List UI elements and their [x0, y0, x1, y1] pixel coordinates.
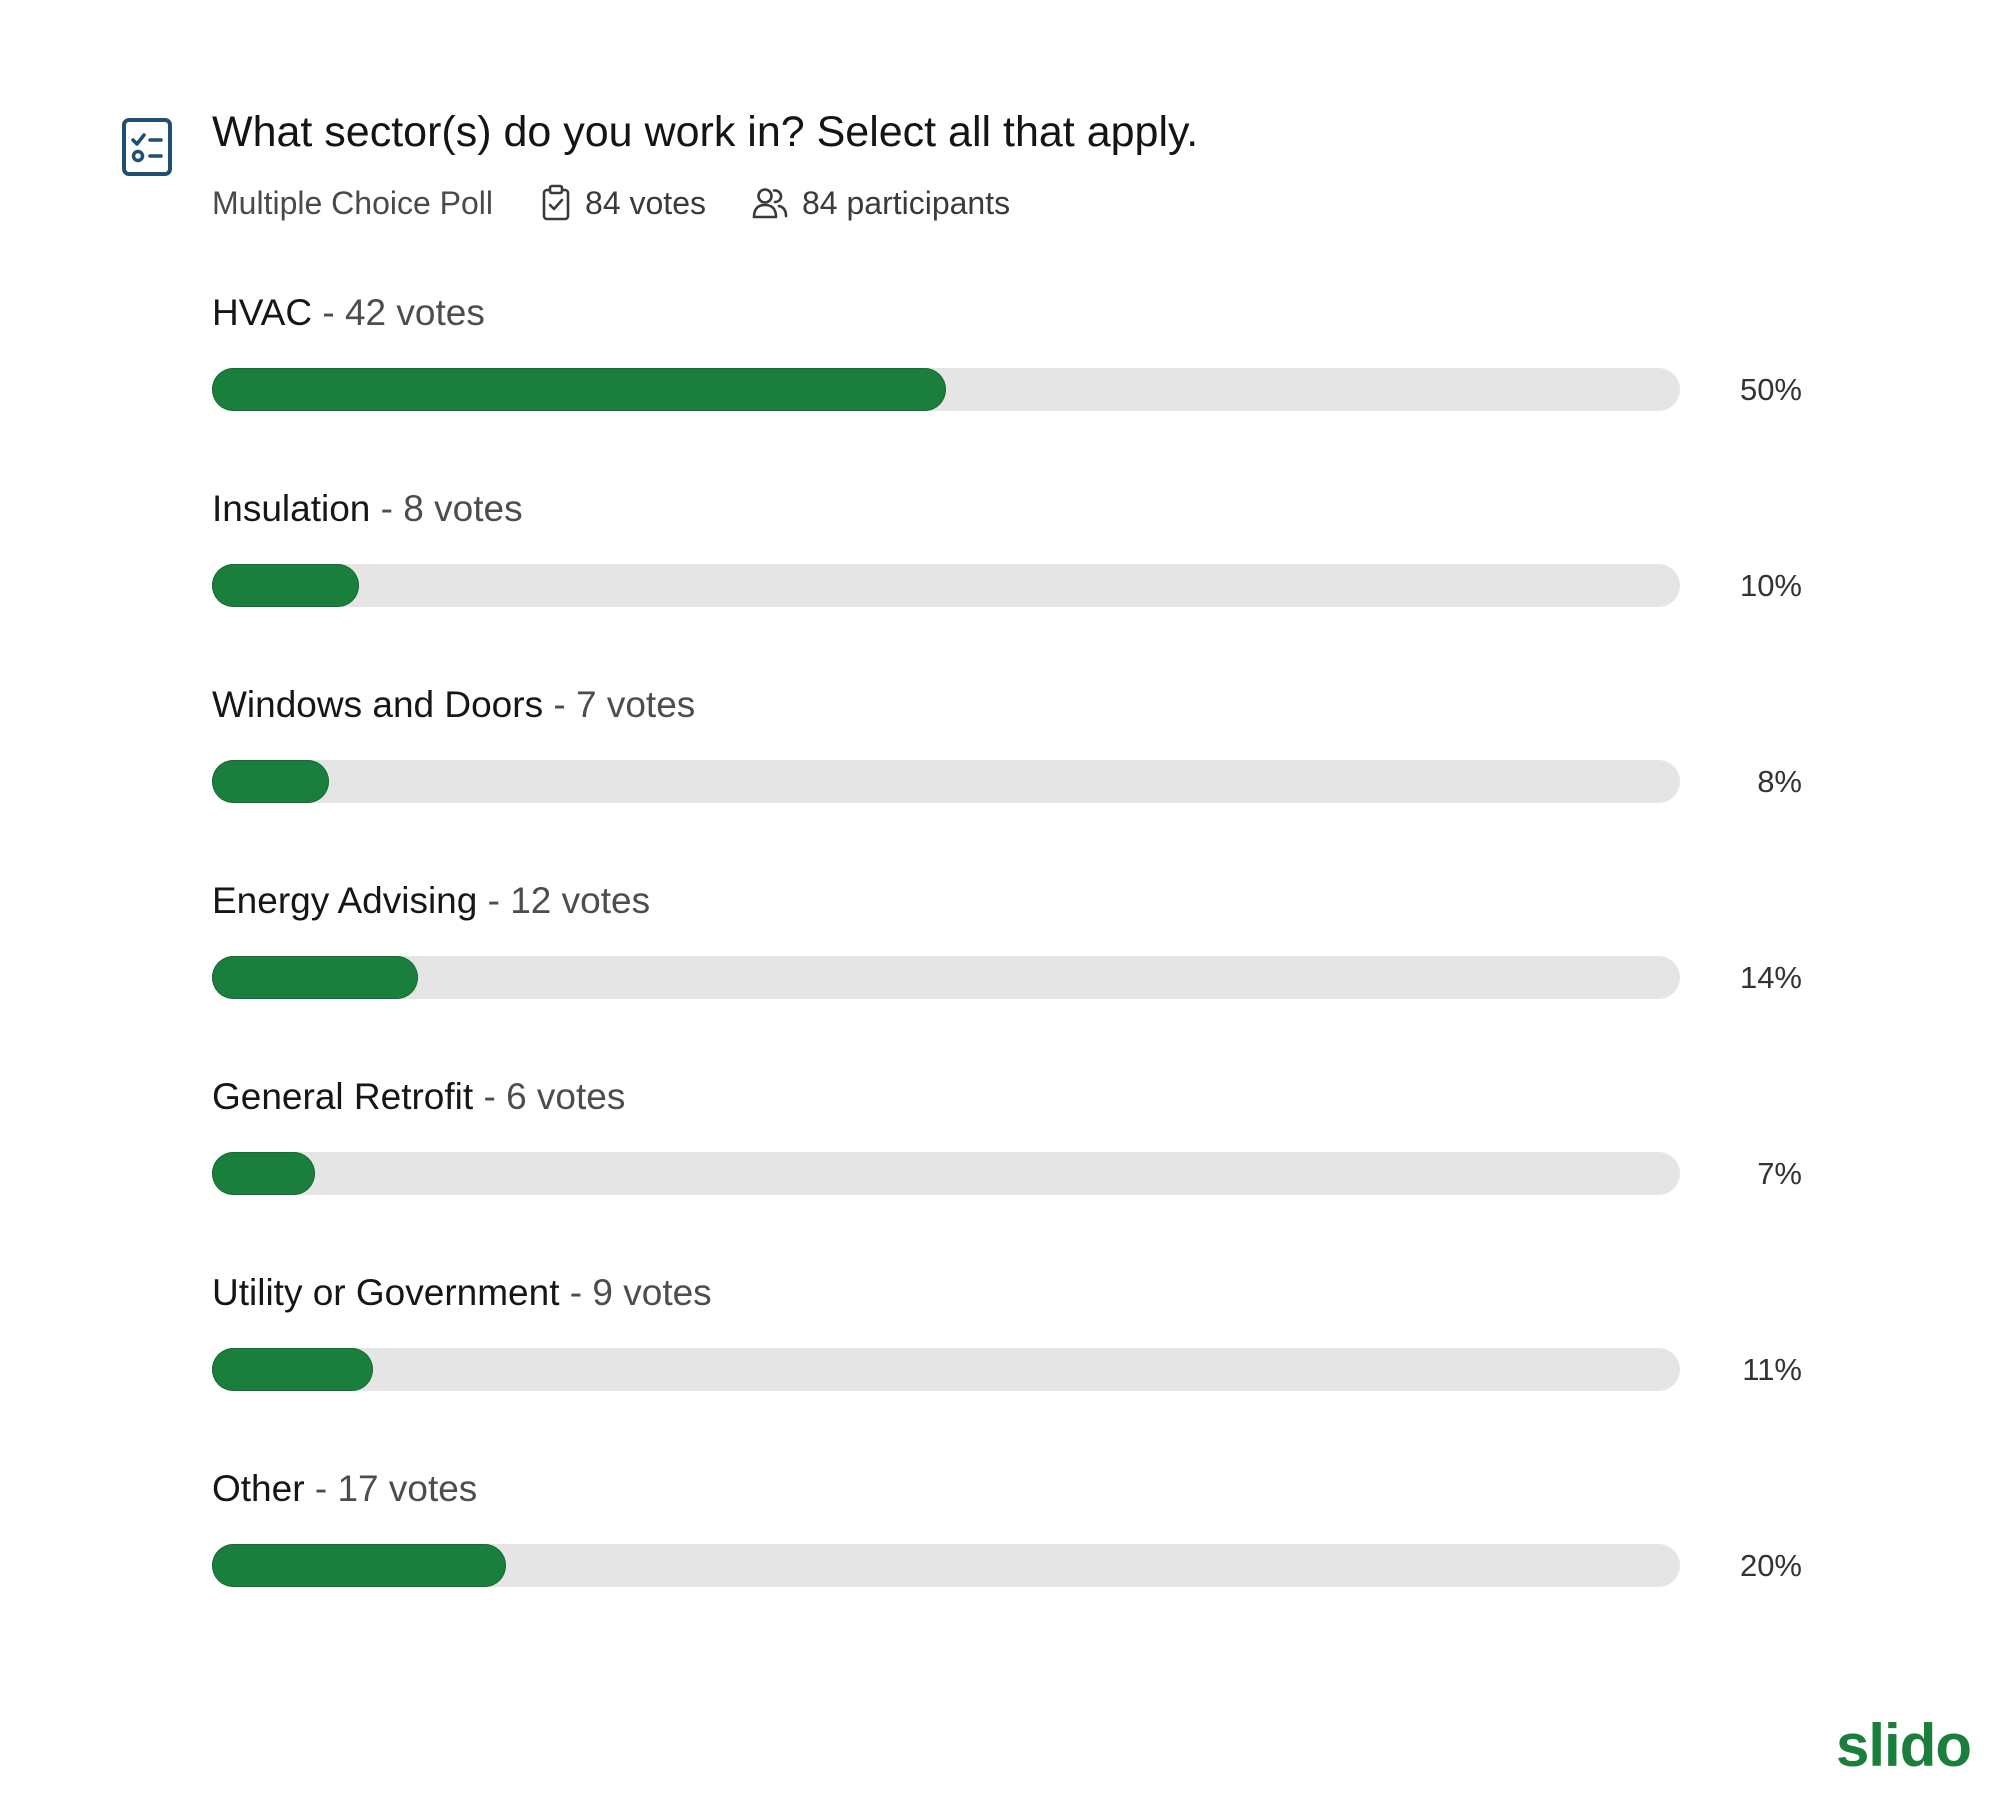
result-bar-track: [212, 1152, 1680, 1195]
result-bar-fill: [212, 1152, 315, 1195]
result-bar-fill: [212, 1544, 506, 1587]
option-name: Other: [212, 1468, 305, 1509]
option-name: Utility or Government: [212, 1272, 560, 1313]
votes-count-label: 84 votes: [585, 184, 706, 221]
result-bar-track: [212, 1348, 1680, 1391]
poll-option: Windows and Doors - 7 votes 8%: [212, 677, 1812, 873]
result-bar-fill: [212, 368, 946, 411]
option-label: Energy Advising - 12 votes: [212, 880, 651, 921]
option-label: Insulation - 8 votes: [212, 488, 523, 529]
option-name: Insulation: [212, 488, 371, 529]
poll-option: Other - 17 votes 20%: [212, 1461, 1812, 1657]
option-percent: 8%: [1757, 764, 1802, 799]
option-percent: 50%: [1739, 372, 1802, 407]
poll-option: HVAC - 42 votes 50%: [212, 285, 1812, 481]
poll-option: Insulation - 8 votes 10%: [212, 481, 1812, 677]
checklist-icon: [122, 118, 172, 176]
option-name: General Retrofit: [212, 1076, 474, 1117]
option-name: HVAC: [212, 292, 313, 333]
slido-logo: slido: [1836, 1712, 1972, 1779]
result-bar-track: [212, 564, 1680, 607]
option-votes: 7 votes: [575, 684, 696, 725]
result-bar-fill: [212, 564, 359, 607]
result-bar-track: [212, 760, 1680, 803]
votes-count: 84 votes: [541, 184, 706, 222]
result-bar-fill: [212, 760, 330, 803]
option-label: Other - 17 votes: [212, 1468, 478, 1509]
option-votes: 17 votes: [337, 1468, 478, 1509]
option-votes: 8 votes: [403, 488, 523, 529]
poll-option: Utility or Government - 9 votes 11%: [212, 1265, 1812, 1461]
poll-option: Energy Advising - 12 votes 14%: [212, 873, 1812, 1069]
users-icon: [752, 188, 788, 219]
result-bar-fill: [212, 1348, 374, 1391]
option-percent: 14%: [1739, 960, 1802, 995]
poll-type-label: Multiple Choice Poll: [212, 184, 494, 221]
option-votes: 9 votes: [592, 1272, 712, 1313]
option-name: Windows and Doors: [212, 684, 544, 725]
participants-count: 84 participants: [752, 185, 1010, 222]
option-percent: 20%: [1739, 1548, 1802, 1583]
option-percent: 11%: [1742, 1352, 1802, 1387]
option-label: Utility or Government - 9 votes: [212, 1272, 712, 1313]
result-bar-track: [212, 1544, 1680, 1587]
option-label: General Retrofit - 6 votes: [212, 1076, 626, 1117]
clipboard-check-icon: [542, 184, 570, 221]
option-votes: 42 votes: [344, 292, 485, 333]
option-name: Energy Advising: [212, 880, 478, 921]
result-bar-fill: [212, 956, 418, 999]
option-percent: 10%: [1739, 568, 1802, 603]
option-votes: 6 votes: [506, 1076, 626, 1117]
option-percent: 7%: [1757, 1156, 1802, 1191]
poll-option: General Retrofit - 6 votes 7%: [212, 1069, 1812, 1265]
result-bar-track: [212, 368, 1680, 411]
participants-count-label: 84 participants: [801, 184, 1011, 221]
result-bar-track: [212, 956, 1680, 999]
poll-meta: Multiple Choice Poll 84 votes 84 partici…: [212, 178, 1010, 228]
poll-question: What sector(s) do you work in? Select al…: [212, 108, 1199, 156]
option-votes: 12 votes: [510, 880, 651, 921]
poll-results: HVAC - 42 votes 50% Insulation - 8 votes…: [212, 285, 1812, 1657]
option-label: Windows and Doors - 7 votes: [212, 684, 696, 725]
option-label: HVAC - 42 votes: [212, 292, 485, 333]
